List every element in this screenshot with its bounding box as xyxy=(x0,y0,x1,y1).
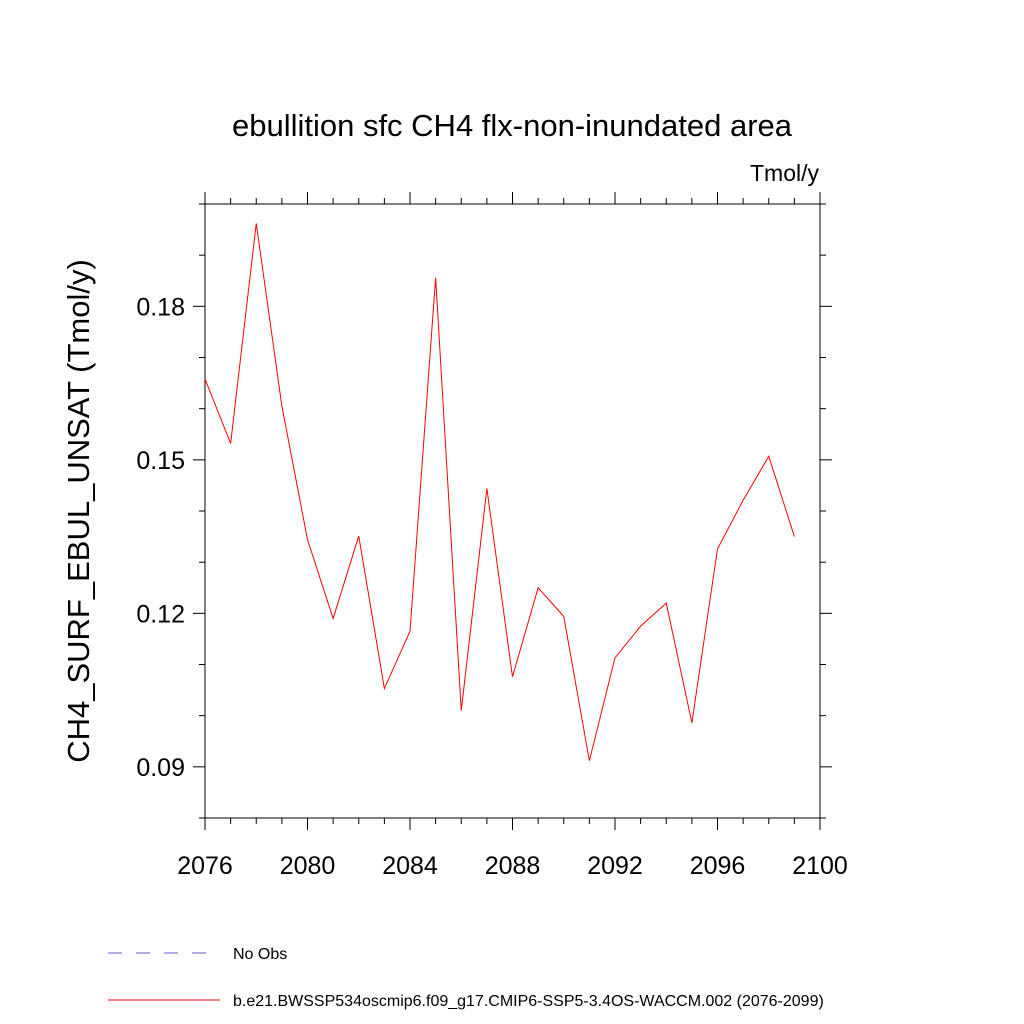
x-tick-label: 2096 xyxy=(690,852,746,880)
legend-label: No Obs xyxy=(233,946,287,963)
plot-frame xyxy=(204,203,821,819)
units-label: Tmol/y xyxy=(750,160,820,186)
chart-title: ebullition sfc CH4 flx-non-inundated are… xyxy=(232,108,793,143)
x-tick-label: 2092 xyxy=(587,852,643,880)
series-line xyxy=(204,223,795,761)
axis-ticks xyxy=(193,192,832,830)
x-tick-label: 2088 xyxy=(485,852,541,880)
x-tick-label: 2084 xyxy=(382,852,438,880)
x-tick-label: 2080 xyxy=(280,852,336,880)
y-tick-label: 0.15 xyxy=(136,447,185,475)
axis-tick-labels: 2076 2080 2084 2088 2092 2096 2100 0.09 0.12 0.15… xyxy=(136,293,847,880)
y-tick-label: 0.18 xyxy=(136,293,185,321)
data-series xyxy=(204,223,795,761)
x-tick-label: 2076 xyxy=(177,852,233,880)
y-tick-label: 0.12 xyxy=(136,600,185,628)
y-axis-label: CH4_SURF_EBUL_UNSAT (Tmol/y) xyxy=(61,259,96,763)
legend: No Obs b.e21.BWSSP534oscmip6.f09_g17.CMIP… xyxy=(108,946,824,1010)
x-tick-label: 2100 xyxy=(792,852,848,880)
legend-label: b.e21.BWSSP534oscmip6.f09_g17.CMIP6-SSP5… xyxy=(233,993,824,1010)
y-tick-label: 0.09 xyxy=(136,754,185,782)
